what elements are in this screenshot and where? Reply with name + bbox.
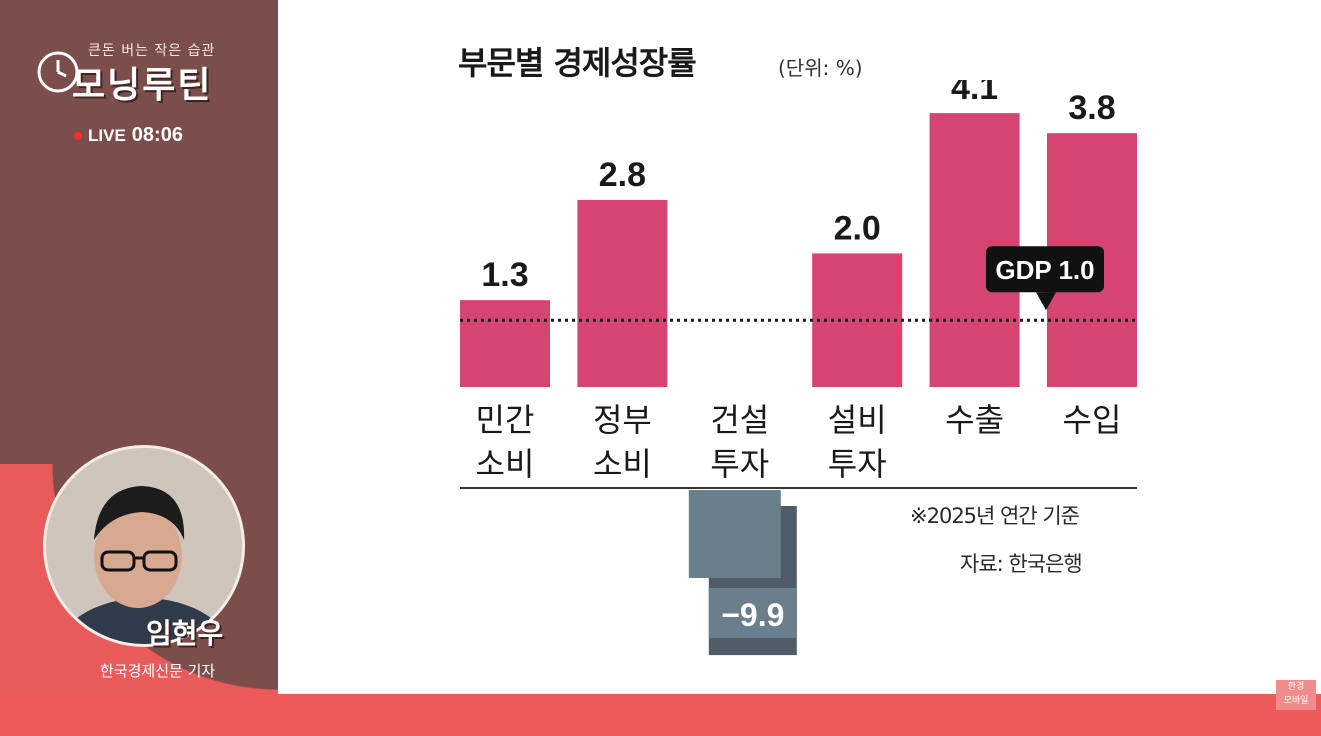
bar-0 — [460, 300, 550, 387]
watermark-line2: 모바일 — [1283, 696, 1309, 706]
category-label-0-0: 민간 — [476, 401, 535, 439]
chart-title: 부문별 경제성장률 — [458, 44, 697, 82]
presenter-title: 한국경제신문 기자 — [100, 662, 216, 680]
bar-1 — [577, 199, 668, 387]
live-label: LIVE — [88, 125, 126, 145]
category-label-4-0: 수출 — [945, 401, 1004, 439]
chart-source: 자료: 한국은행 — [960, 552, 1083, 576]
clock-icon — [37, 51, 79, 93]
gdp-callout-label: GDP 1.0 — [995, 255, 1094, 285]
program-title: 모닝루틴 — [72, 65, 213, 106]
bar-2 — [688, 490, 781, 578]
bar-value-label-0: 1.3 — [481, 256, 528, 294]
bar-value-box-2 — [708, 588, 797, 638]
presenter-name: 임현우 — [146, 617, 224, 650]
presenter-avatar — [46, 448, 242, 644]
gdp-callout-pointer — [1036, 292, 1056, 311]
chart-unit: (단위: %) — [778, 56, 863, 80]
category-label-0-1: 소비 — [476, 445, 535, 483]
watermark-line1: 한경 — [1287, 682, 1305, 692]
broadcaster-watermark: 한경 모바일 — [1276, 680, 1316, 710]
program-subtitle: 큰돈 버는 작은 습관 — [88, 43, 216, 59]
bar-value-label-5: 3.8 — [1068, 89, 1115, 127]
category-label-5-0: 수입 — [1063, 401, 1122, 439]
chart-note: ※2025년 연간 기준 — [910, 504, 1080, 528]
category-label-3-1: 투자 — [828, 445, 887, 483]
category-label-2-1: 투자 — [710, 445, 769, 483]
bottom-bar — [0, 694, 1321, 736]
category-label-3-0: 설비 — [828, 401, 887, 439]
category-label-2-0: 건설 — [710, 401, 769, 439]
bar-value-label-1: 2.8 — [599, 156, 646, 194]
gdp-callout-box — [986, 246, 1104, 293]
bar-value-label-3: 2.0 — [834, 209, 881, 247]
category-label-1-1: 소비 — [593, 445, 652, 483]
bar-value-label-2: −9.9 — [721, 597, 784, 633]
person-icon — [46, 448, 242, 644]
bar-value-label-4: 4.1 — [951, 80, 998, 107]
category-label-1-0: 정부 — [593, 401, 652, 439]
live-dot-icon — [74, 131, 82, 140]
live-indicator: LIVE 08:06 — [74, 124, 183, 147]
live-time: 08:06 — [131, 124, 183, 146]
